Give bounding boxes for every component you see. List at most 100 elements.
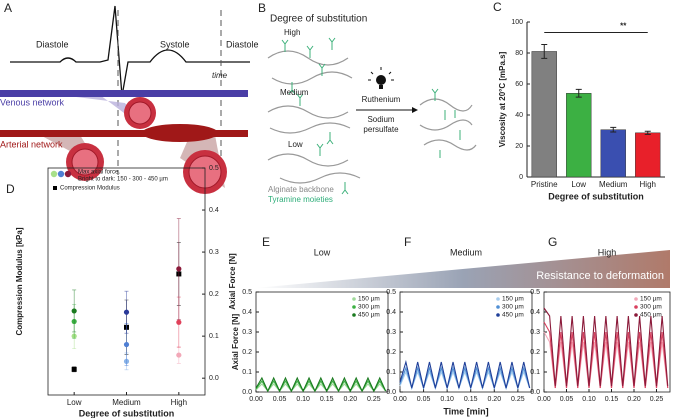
series-line	[255, 376, 387, 393]
y-tick-label: 20	[515, 143, 523, 150]
point	[176, 352, 182, 358]
legend-label: Max axial force.	[78, 170, 120, 176]
y-tick-label: 0.0	[242, 389, 252, 396]
point	[176, 319, 182, 325]
x-tick-label: 0.00	[249, 396, 263, 403]
legend-label: 450 µm	[640, 312, 662, 319]
panel-label: A	[4, 1, 12, 15]
point	[71, 366, 77, 372]
y-tick-label: 0.3	[209, 249, 219, 256]
phase-label: Diastole	[36, 39, 69, 49]
legend-marker	[53, 186, 57, 190]
y-tick-label: 60	[515, 81, 523, 88]
y-tick-label: 0.0	[386, 389, 396, 396]
y-tick-label: 0.2	[386, 349, 396, 356]
y-axis-title: Axial Force [N]	[231, 313, 240, 370]
point	[71, 308, 77, 314]
y-axis-title: Viscosity at 20°C [mPa.s]	[498, 51, 507, 147]
x-tick-label: High	[171, 398, 187, 407]
y-tick-label: 100	[511, 19, 523, 26]
phase-label: Diastole	[226, 39, 259, 49]
panel-label: D	[6, 182, 15, 196]
panel-label: G	[548, 235, 557, 249]
x-tick-label: 0.05	[273, 396, 287, 403]
bar	[635, 132, 661, 178]
panel-label: B	[258, 1, 266, 15]
legend-label: 300 µm	[358, 304, 380, 311]
legend-label: 300 µm	[502, 304, 524, 311]
x-tick-label: 0.15	[605, 396, 619, 403]
vessel-lumen	[128, 101, 152, 125]
y2-axis-title: Axial Force [N]	[228, 253, 237, 310]
x-tick-label: Medium	[599, 180, 628, 189]
legend-label: 150 µm	[502, 296, 524, 303]
legend-label: Alginate backbone	[268, 185, 334, 194]
plot-frame	[255, 291, 389, 393]
x-tick-label: 0.25	[650, 396, 664, 403]
y-tick-label: 0.2	[530, 349, 540, 356]
x-tick-label: 0.20	[627, 396, 641, 403]
x-tick-label: 0.25	[511, 396, 525, 403]
y-tick-label: 0.1	[530, 369, 540, 376]
legend-marker	[50, 170, 58, 178]
legend-marker	[352, 313, 356, 317]
x-axis-title: Degree of substitution	[79, 408, 175, 418]
y-tick-label: 0.2	[242, 349, 252, 356]
time-label: time	[212, 71, 228, 80]
panel-title: High	[598, 247, 617, 257]
y-tick-label: 0.1	[209, 333, 219, 340]
y-tick-label: 40	[515, 112, 523, 119]
y-tick-label: 0.0	[530, 389, 540, 396]
legend-marker	[64, 170, 72, 178]
point	[123, 341, 130, 348]
y-tick-label: 0.4	[209, 207, 219, 214]
legend-label: 150 µm	[358, 296, 380, 303]
ecg-trace	[10, 5, 250, 97]
y-axis-title: Compression Modulus [kPa]	[15, 227, 24, 335]
legend-marker	[496, 297, 500, 301]
legend-marker	[352, 297, 356, 301]
panel-title: Medium	[450, 247, 482, 257]
legend-marker	[352, 305, 356, 309]
y-tick-label: 80	[515, 50, 523, 57]
panel-label: C	[493, 0, 502, 14]
alginate-chains	[267, 50, 477, 184]
y-tick-label: 0.5	[209, 165, 219, 172]
arterial-vessel	[0, 130, 248, 137]
panel-label: E	[262, 235, 270, 249]
bar	[531, 51, 557, 178]
x-tick-label: Low	[67, 398, 82, 407]
arterial-label: Arterial network	[0, 139, 63, 149]
x-tick-label: 0.10	[440, 396, 454, 403]
y-tick-label: 0.2	[209, 291, 219, 298]
y-tick-label: 0.0	[209, 375, 219, 382]
x-tick-label: 0.05	[417, 396, 431, 403]
x-tick-label: 0.10	[582, 396, 596, 403]
panel-title: Degree of substitution	[270, 14, 367, 25]
level-label: High	[284, 28, 300, 37]
legend-marker	[57, 170, 65, 178]
x-tick-label: 0.15	[464, 396, 478, 403]
x-tick-label: Low	[571, 180, 586, 189]
legend-marker	[634, 313, 638, 317]
venous-zoom	[60, 95, 140, 125]
venous-vessel	[0, 90, 248, 97]
y-tick-label: 0.1	[386, 369, 396, 376]
point	[123, 309, 130, 315]
legend-label: 150 µm	[640, 296, 662, 303]
y-tick-label: 0.5	[530, 289, 540, 296]
y-tick-label: 0.4	[242, 309, 252, 316]
level-label: Low	[288, 140, 303, 149]
arrow-head	[412, 107, 418, 113]
y-tick-label: 0.3	[242, 329, 252, 336]
x-axis-title: Degree of substitution	[548, 191, 644, 201]
oxidant-label: Sodium	[367, 115, 394, 124]
legend-marker	[634, 297, 638, 301]
legend-label: 450 µm	[358, 312, 380, 319]
vessel-lumen	[71, 148, 99, 176]
x-tick-label: 0.15	[320, 396, 334, 403]
legend-label: Compression Modulus	[60, 186, 120, 192]
y-tick-label: 0	[519, 174, 523, 181]
legend-label: Bright to dark: 150 - 300 - 450 µm	[78, 177, 168, 183]
